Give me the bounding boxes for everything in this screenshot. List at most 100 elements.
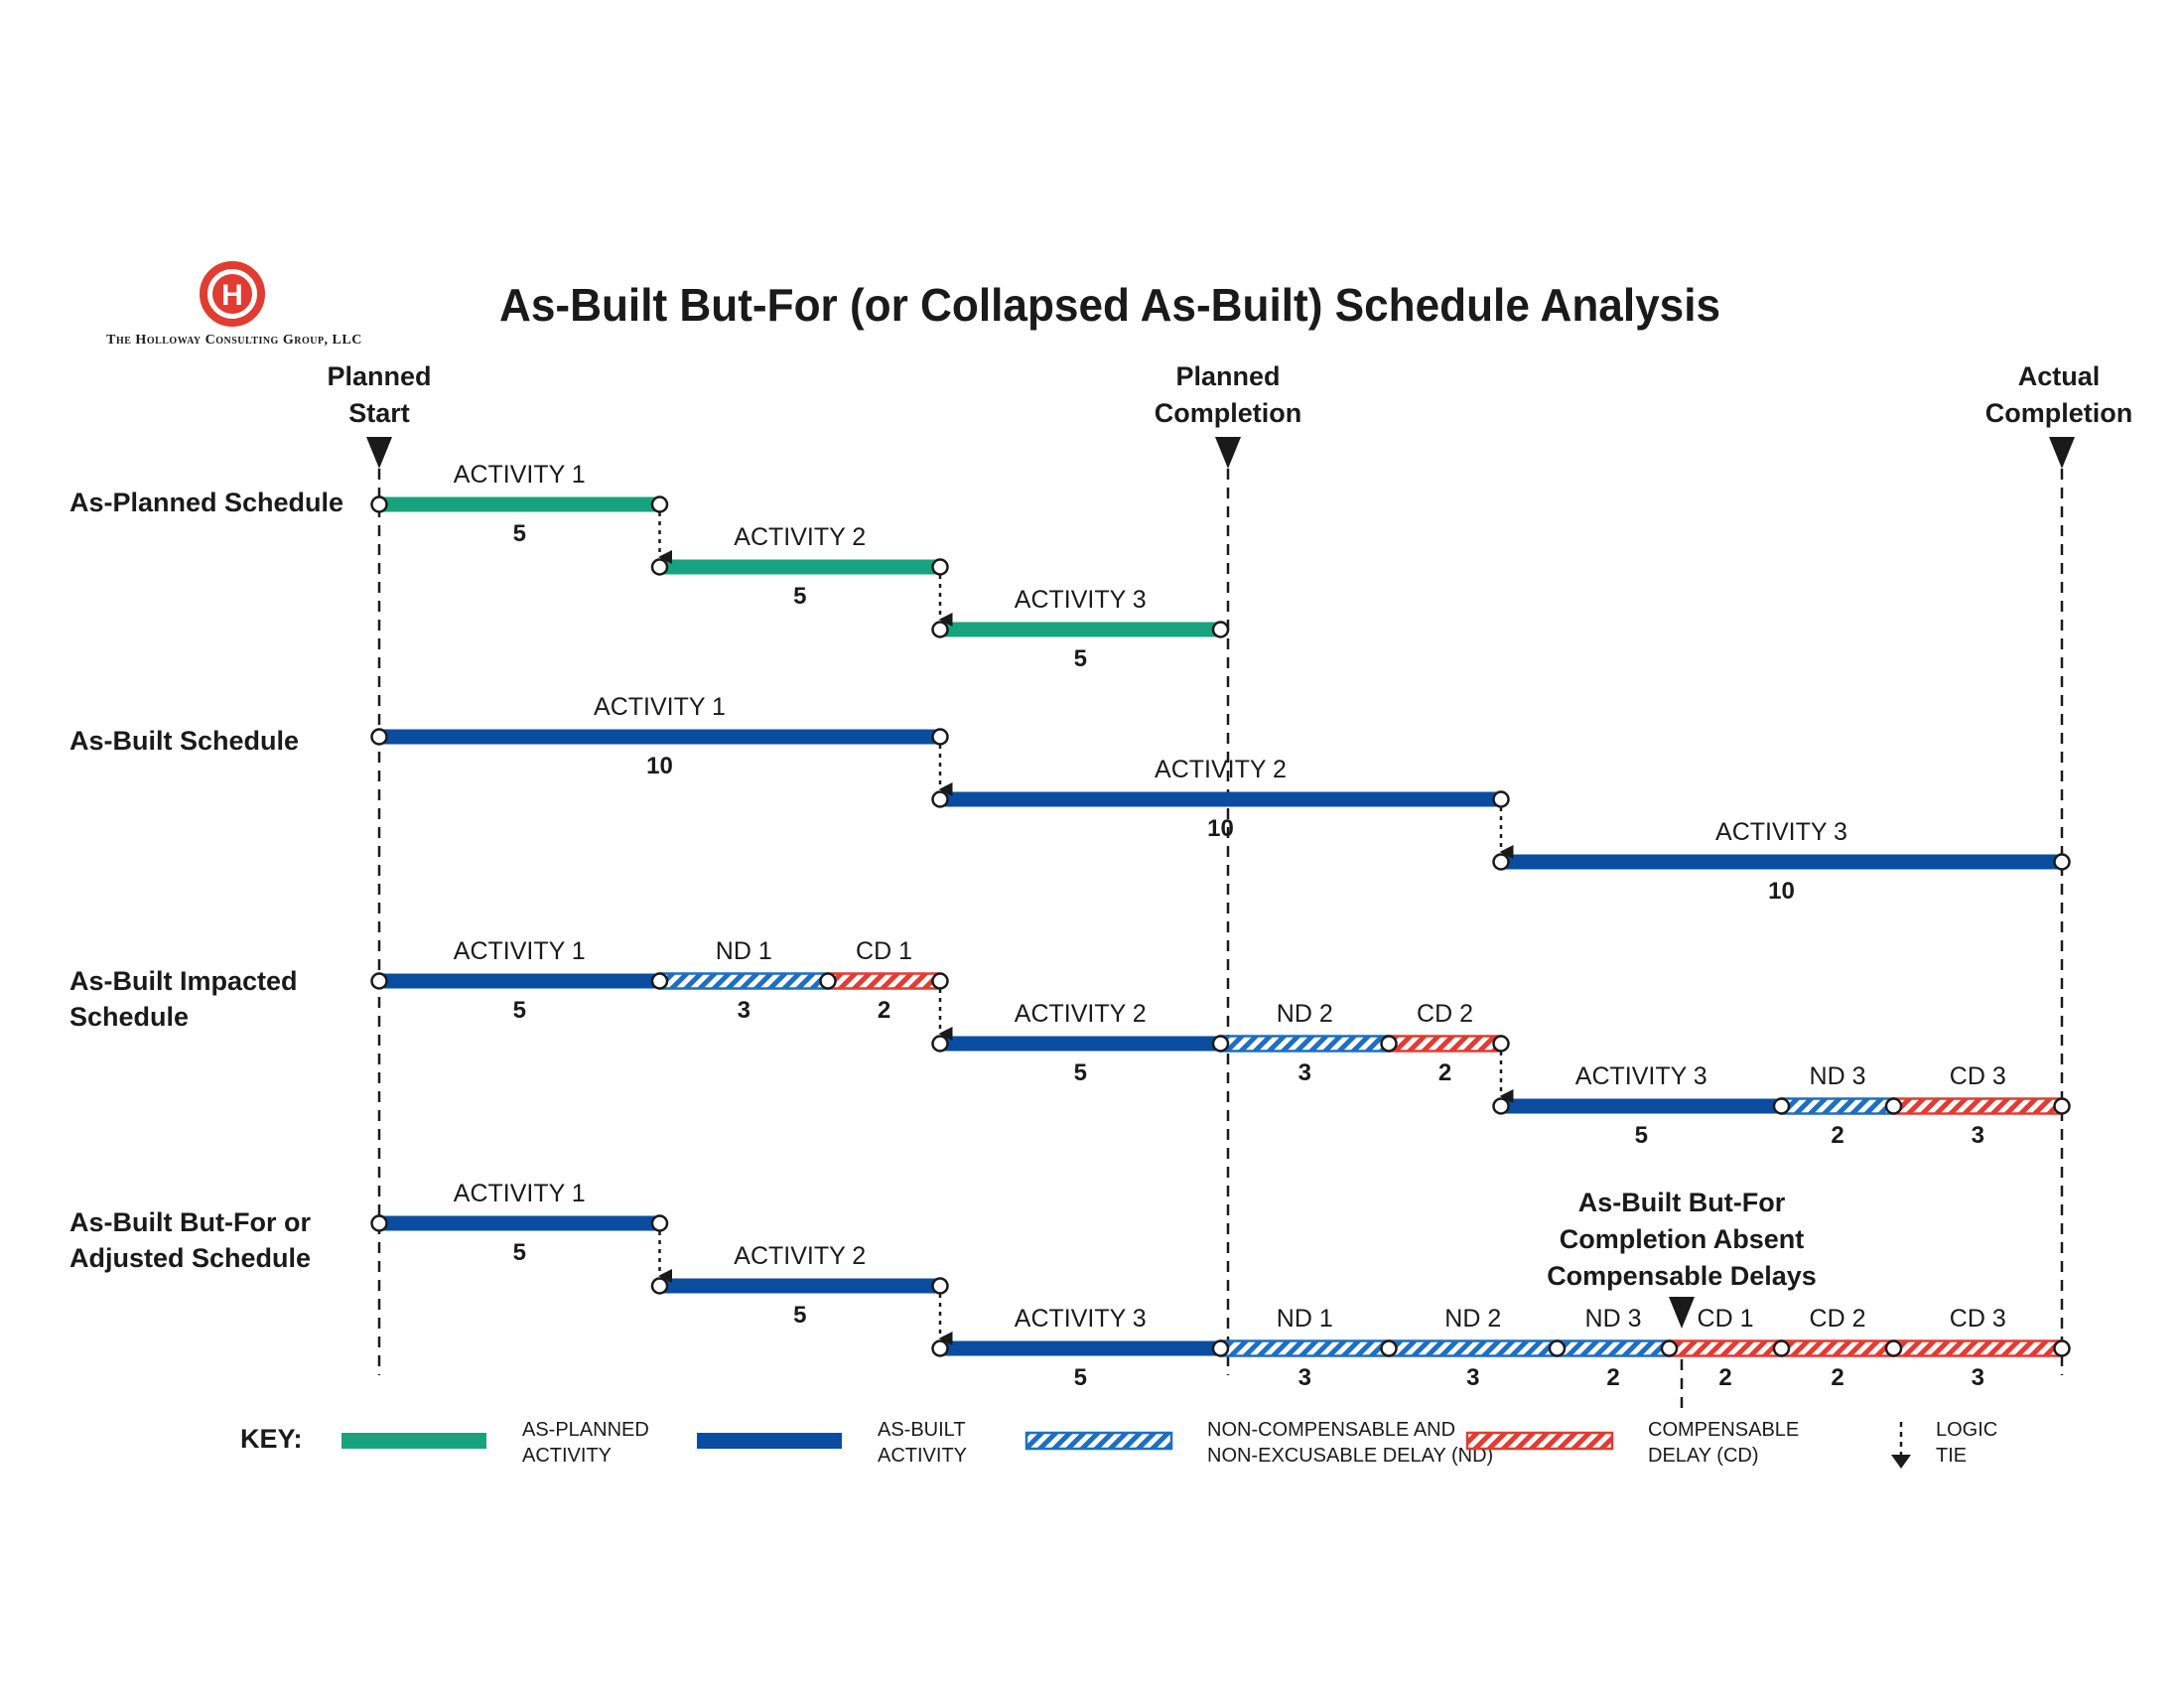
bar-duration: 10 bbox=[1768, 878, 1795, 905]
bar-duration: 3 bbox=[1972, 1364, 1984, 1391]
node-circle bbox=[1211, 1035, 1230, 1053]
bar-nd bbox=[1219, 1035, 1391, 1053]
node-circle bbox=[1380, 1339, 1398, 1357]
legend-label-cd: DELAY (CD) bbox=[1648, 1445, 1759, 1467]
row-label-line: As-Built Schedule bbox=[69, 726, 299, 756]
bar-nd bbox=[1219, 1339, 1391, 1357]
bar-label: ND 2 bbox=[1277, 1000, 1333, 1028]
bar-duration: 5 bbox=[513, 1239, 526, 1266]
bar-label: ACTIVITY 3 bbox=[1575, 1062, 1707, 1090]
legend-swatch-planned bbox=[341, 1433, 486, 1449]
marker-actual-completion-line1: Actual bbox=[2018, 361, 2101, 391]
node-circle bbox=[650, 1277, 669, 1295]
bar-built bbox=[379, 729, 940, 745]
node-circle bbox=[650, 1214, 669, 1232]
row-label-as-planned: As-Planned Schedule bbox=[69, 488, 343, 517]
bar-duration: 5 bbox=[793, 583, 806, 610]
node-circle bbox=[1772, 1097, 1791, 1115]
node-circle bbox=[650, 495, 669, 513]
bar-label: CD 2 bbox=[1417, 1000, 1473, 1028]
node-circle bbox=[1660, 1339, 1679, 1357]
row-label-line: As-Built Impacted bbox=[69, 966, 298, 996]
bar-duration: 3 bbox=[1298, 1364, 1311, 1391]
legend-title: KEY: bbox=[240, 1424, 303, 1454]
bar-label: ND 3 bbox=[1585, 1305, 1642, 1333]
bar-label: ND 3 bbox=[1810, 1062, 1866, 1090]
bar-built bbox=[1501, 1098, 1782, 1114]
bar-nd bbox=[1387, 1339, 1559, 1357]
logic-tie-icon bbox=[1891, 1422, 1911, 1469]
legend-label-logic: LOGIC bbox=[1936, 1419, 1997, 1441]
bar-nd bbox=[1556, 1339, 1671, 1357]
node-circle bbox=[931, 790, 949, 808]
node-circle bbox=[370, 972, 388, 990]
bar-duration: 5 bbox=[1635, 1122, 1648, 1149]
bar-duration: 5 bbox=[513, 520, 526, 547]
row-label-line: Adjusted Schedule bbox=[69, 1243, 311, 1273]
bar-duration: 5 bbox=[1074, 645, 1087, 672]
bar-label: ACTIVITY 3 bbox=[1015, 1305, 1147, 1333]
marker-planned-start-line2: Start bbox=[348, 398, 410, 428]
bar-duration: 5 bbox=[1074, 1364, 1087, 1391]
schedule-impacted: ACTIVITY 1 5 ND 1 3 CD 1 2 ACTIVITY 2 5 ND 2 3 CD … bbox=[370, 937, 2071, 1149]
bar-nd bbox=[658, 972, 830, 990]
legend-label-built: ACTIVITY bbox=[878, 1445, 967, 1467]
marker-triangle-icon bbox=[1669, 1297, 1695, 1329]
bar-label: CD 3 bbox=[1950, 1062, 2006, 1090]
row-label-but-for: As-Built But-For or Adjusted Schedule bbox=[69, 1207, 311, 1273]
marker-actual-completion: Actual Completion bbox=[1985, 361, 2132, 1375]
legend-swatch-cd bbox=[1465, 1431, 1614, 1451]
legend: KEY: AS-PLANNED ACTIVITY AS-BUILT ACTIVI… bbox=[240, 1419, 1997, 1469]
bar-duration: 5 bbox=[513, 997, 526, 1024]
marker-triangle-icon bbox=[366, 437, 392, 469]
node-circle bbox=[2053, 1097, 2071, 1115]
bar-label: ACTIVITY 2 bbox=[1155, 756, 1287, 783]
bar-duration: 5 bbox=[793, 1302, 806, 1329]
logo-circle bbox=[200, 261, 265, 327]
node-circle bbox=[1211, 1339, 1230, 1357]
but-for-completion-line2: Completion Absent bbox=[1560, 1224, 1805, 1254]
node-circle bbox=[1772, 1339, 1791, 1357]
schedule-as_planned: ACTIVITY 1 5 ACTIVITY 2 5 ACTIVITY 3 5 bbox=[370, 461, 1230, 672]
bar-label: ACTIVITY 2 bbox=[734, 1242, 866, 1270]
marker-triangle-icon bbox=[1215, 437, 1241, 469]
bar-cd bbox=[1780, 1339, 1895, 1357]
page-title: As-Built But-For (or Collapsed As-Built)… bbox=[499, 279, 1720, 331]
company-name: The Holloway Consulting Group, LLC bbox=[106, 333, 362, 348]
bar-duration: 2 bbox=[1831, 1122, 1843, 1149]
bar-duration: 2 bbox=[1831, 1364, 1843, 1391]
bar-label: ND 1 bbox=[716, 937, 772, 965]
bar-built bbox=[1501, 854, 2062, 870]
node-circle bbox=[1211, 621, 1230, 638]
node-circle bbox=[931, 558, 949, 576]
legend-label-built: AS-BUILT bbox=[878, 1419, 966, 1441]
bar-cd bbox=[1892, 1339, 2064, 1357]
bar-label: ACTIVITY 2 bbox=[1015, 1000, 1147, 1028]
bar-label: ACTIVITY 3 bbox=[1015, 586, 1147, 614]
bar-label: CD 3 bbox=[1950, 1305, 2006, 1333]
node-circle bbox=[1492, 1097, 1510, 1115]
node-circle bbox=[931, 621, 949, 638]
node-circle bbox=[1884, 1097, 1903, 1115]
bar-label: ACTIVITY 1 bbox=[594, 693, 726, 721]
bar-label: ACTIVITY 1 bbox=[454, 937, 586, 965]
schedule-but_for: ACTIVITY 1 5 ACTIVITY 2 5 ACTIVITY 3 5 ND 1 3 ND… bbox=[370, 1180, 2071, 1391]
bar-label: ACTIVITY 1 bbox=[454, 461, 586, 489]
bar-duration: 2 bbox=[1438, 1059, 1451, 1086]
bar-duration: 2 bbox=[878, 997, 890, 1024]
bar-cd bbox=[826, 972, 942, 990]
row-label-as-built: As-Built Schedule bbox=[69, 726, 299, 756]
legend-label-planned: AS-PLANNED bbox=[522, 1419, 649, 1441]
node-circle bbox=[819, 972, 837, 990]
bar-duration: 5 bbox=[1074, 1059, 1087, 1086]
bar-built bbox=[659, 1278, 940, 1294]
legend-label-planned: ACTIVITY bbox=[522, 1445, 612, 1467]
node-circle bbox=[1548, 1339, 1567, 1357]
bar-label: ND 1 bbox=[1277, 1305, 1333, 1333]
bar-cd bbox=[1892, 1097, 2064, 1115]
node-circle bbox=[1884, 1339, 1903, 1357]
bar-label: ND 2 bbox=[1444, 1305, 1501, 1333]
bar-label: CD 1 bbox=[1698, 1305, 1754, 1333]
but-for-completion-line3: Compensable Delays bbox=[1547, 1261, 1817, 1291]
node-circle bbox=[1492, 853, 1510, 871]
